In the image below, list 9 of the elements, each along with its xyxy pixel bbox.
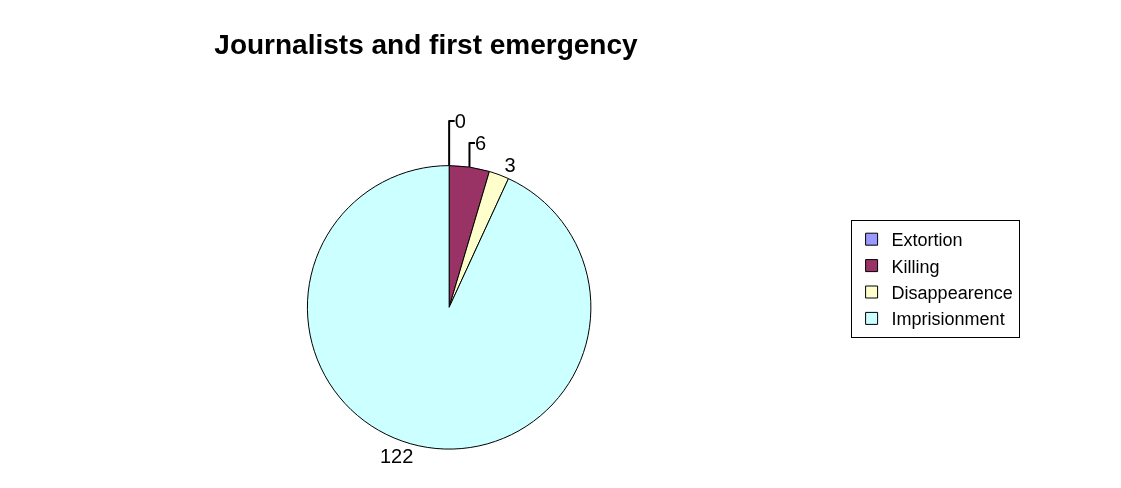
chart-title: Journalists and first emergency (214, 28, 639, 60)
text: 0 (454, 110, 466, 133)
legend-label: Disappearence (891, 283, 1013, 304)
data-label: 122 (379, 445, 414, 468)
data-label: 6 (474, 132, 487, 155)
legend-label: Imprisionment (891, 309, 1005, 330)
data-label: 3 (504, 154, 516, 177)
legend-label: Killing (891, 256, 940, 277)
legend-label: Extortion (891, 230, 963, 251)
